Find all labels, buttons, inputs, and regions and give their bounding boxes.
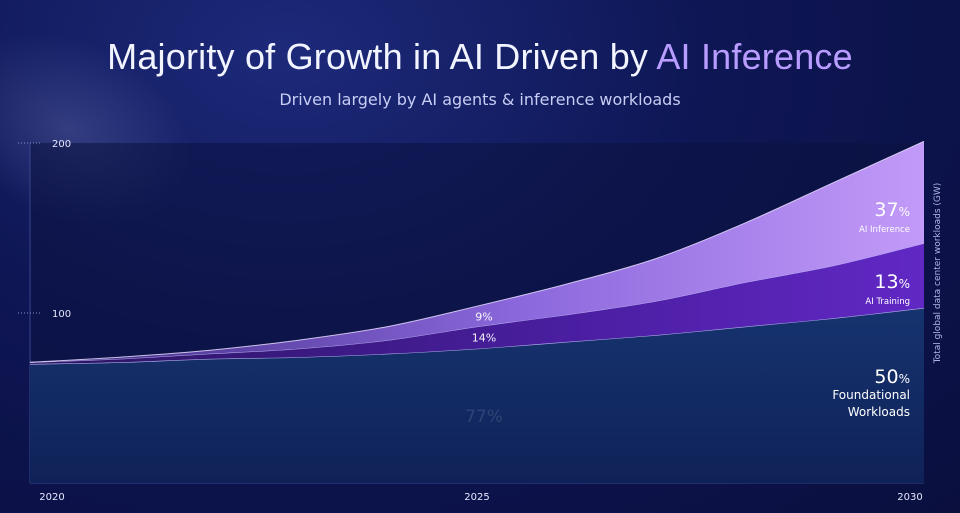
line-ai-inference bbox=[29, 140, 925, 363]
pct-value-foundational-workloads: 50% bbox=[874, 366, 910, 388]
series-label-ai-training: AI Training bbox=[865, 297, 910, 307]
pct-label-ai-inference-2025: 9% bbox=[475, 310, 492, 323]
y-tick-label: 200 bbox=[52, 139, 71, 150]
title-accent: AI Inference bbox=[656, 36, 853, 77]
title-main: Majority of Growth in AI Driven by bbox=[107, 36, 657, 77]
x-tick-label: 2020 bbox=[39, 492, 64, 503]
pct-label-ai-training-2025: 14% bbox=[472, 332, 496, 345]
x-tick-label: 2025 bbox=[464, 492, 489, 503]
series-label-foundational-workloads: Workloads bbox=[848, 405, 910, 419]
x-tick-label: 2030 bbox=[897, 492, 922, 503]
series-label-ai-inference: AI Inference bbox=[859, 225, 910, 235]
y-tick-label: 100 bbox=[52, 309, 71, 320]
page-subtitle: Driven largely by AI agents & inference … bbox=[279, 90, 681, 109]
page-title: Majority of Growth in AI Driven by AI In… bbox=[0, 36, 960, 78]
area-ai-inference bbox=[30, 141, 924, 363]
y-axis-label: Total global data center workloads (GW) bbox=[933, 183, 943, 365]
pct-symbol: % bbox=[899, 205, 910, 219]
pct-symbol: % bbox=[899, 277, 910, 291]
series-label-foundational-workloads: Foundational bbox=[832, 388, 910, 402]
area-ai-training bbox=[30, 243, 924, 364]
area-foundational-workloads bbox=[30, 307, 924, 483]
pct-value-ai-inference: 37% bbox=[874, 199, 910, 221]
pct-symbol: % bbox=[899, 372, 910, 386]
pct-label-foundational-workloads-2025: 77% bbox=[465, 407, 503, 427]
pct-value-ai-training: 13% bbox=[874, 271, 910, 293]
